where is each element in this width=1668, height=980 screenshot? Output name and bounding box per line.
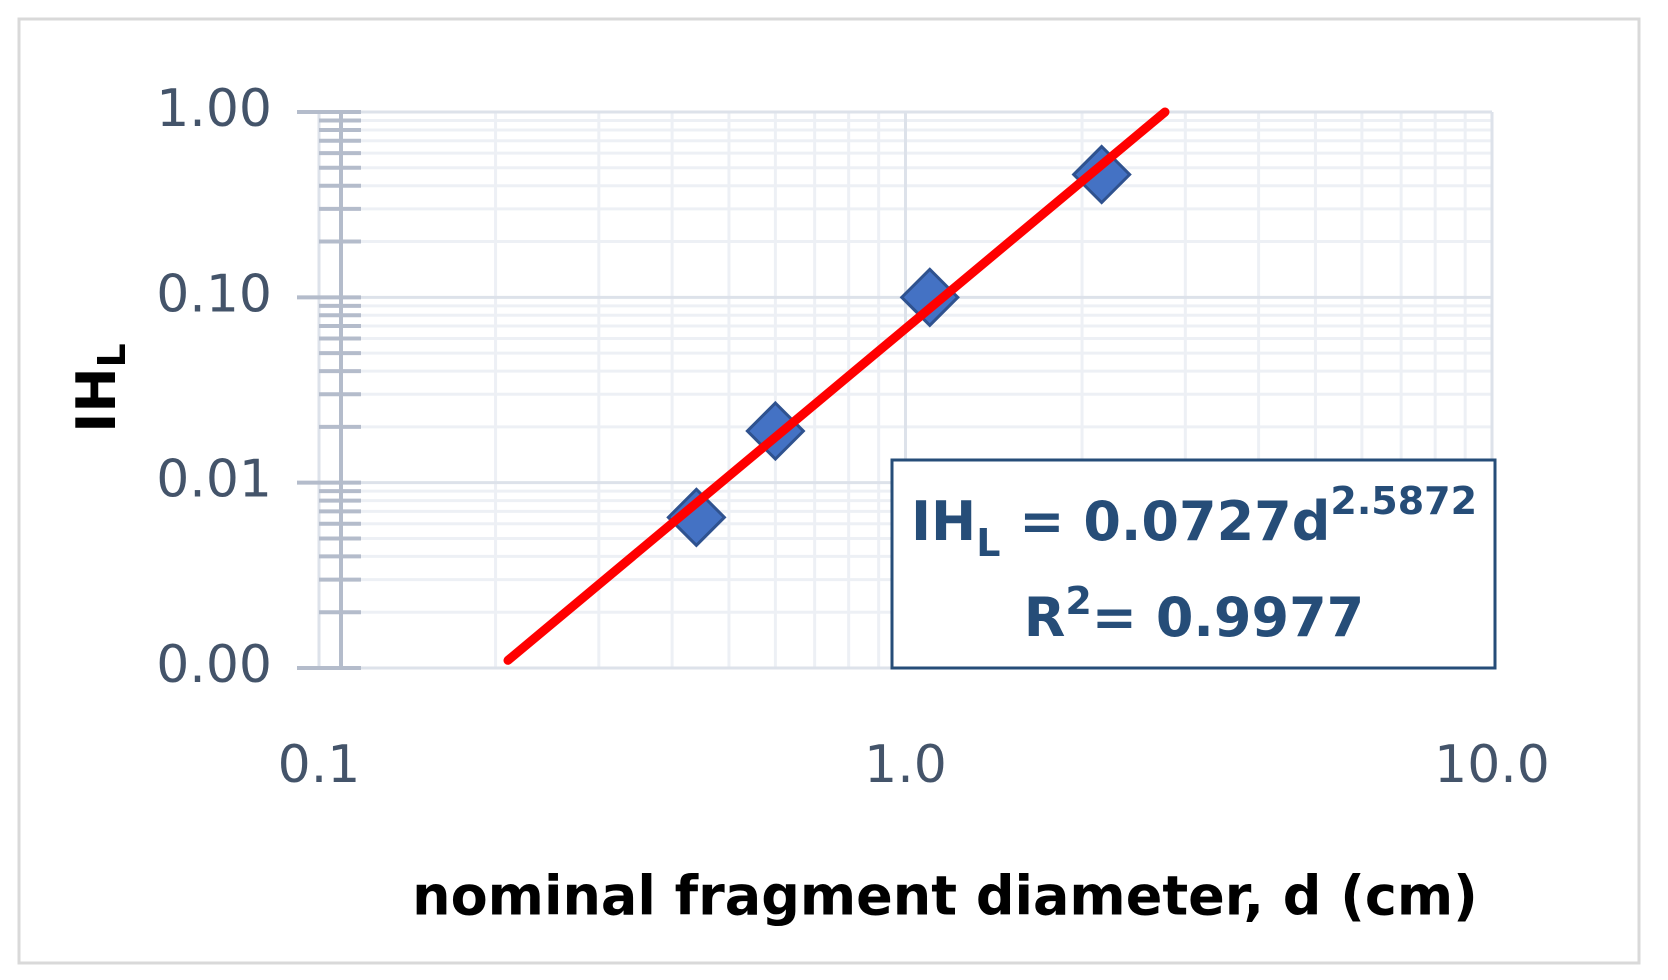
x-tick-label: 1.0 — [864, 735, 947, 795]
data-point — [666, 487, 727, 548]
y-tick-label: 0.00 — [156, 635, 272, 695]
equation-exponent: 2.5872 — [1330, 479, 1477, 523]
r-squared-main: R — [1024, 586, 1066, 649]
equation: IHL = 0.0727d2.5872 — [911, 479, 1477, 565]
y-axis-title: IHL — [65, 343, 134, 433]
y-tick-label: 0.10 — [156, 264, 272, 324]
r-squared-value: = 0.9977 — [1092, 586, 1364, 649]
data-point — [1071, 144, 1132, 205]
y-tick-label: 1.00 — [156, 79, 272, 139]
x-tick-label: 0.1 — [278, 735, 361, 795]
axes: 0.1 1.0 10.0 1.00 0.10 0.01 0.00 — [156, 79, 1550, 795]
y-axis-title-main: IH — [65, 367, 128, 432]
x-tick-label: 10.0 — [1434, 735, 1550, 795]
r-squared: R2= 0.9977 — [1024, 579, 1364, 649]
equation-body: = 0.0727d — [1000, 490, 1330, 553]
equation-main: IH — [911, 490, 976, 553]
y-tick-label: 0.01 — [156, 450, 272, 510]
trendline — [503, 107, 1170, 665]
equation-sub: L — [976, 521, 1000, 565]
x-axis-title: nominal fragment diameter, d (cm) — [412, 865, 1478, 928]
marks — [503, 107, 1170, 665]
r-squared-exponent: 2 — [1065, 579, 1091, 623]
y-axis-title-sub: L — [90, 343, 134, 367]
equation-box — [890, 458, 1497, 670]
